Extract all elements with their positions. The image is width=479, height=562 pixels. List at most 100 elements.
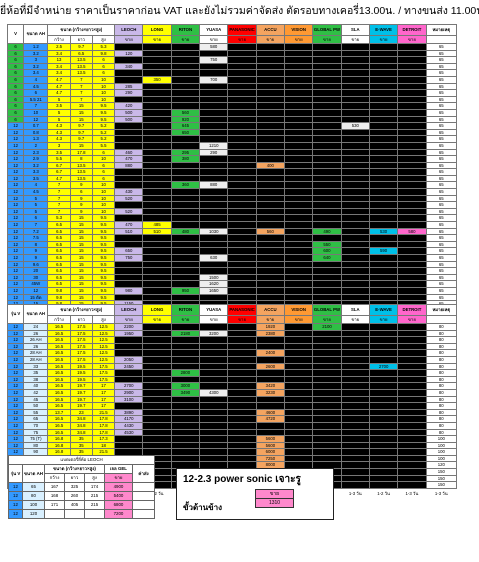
cell: [114, 441, 144, 450]
cell: 1.2: [23, 43, 49, 51]
cell: [340, 227, 370, 236]
cell: [227, 122, 257, 130]
cell: 65: [425, 221, 458, 229]
cell: [199, 349, 229, 357]
brand-header: DETROIT: [397, 304, 427, 316]
cell: [312, 181, 342, 190]
cell: 3.2: [23, 49, 49, 58]
cell: 430: [114, 188, 144, 196]
cell: 9: [23, 254, 49, 262]
cell: 12: [6, 122, 25, 130]
cell: 16.5: [47, 421, 71, 430]
cell: [312, 148, 342, 157]
cell: [397, 461, 427, 470]
extra-subheader-row: กว้าง ยาว สูง ขาย: [9, 473, 155, 483]
cell: [142, 181, 172, 190]
cell: [227, 454, 257, 463]
delivery-time: 1-2 วัน: [142, 488, 172, 498]
cell: [114, 375, 144, 384]
cell: 16.5: [47, 323, 71, 331]
cell: [340, 194, 370, 203]
cell: 2700: [368, 362, 399, 371]
cell: [142, 135, 172, 143]
cell: [170, 188, 201, 196]
cell: [368, 461, 399, 470]
cell: [227, 395, 257, 404]
cell: [199, 421, 229, 430]
table-row: 12 70 16.5 34.8 17.8 4430 80: [6, 421, 458, 430]
cell: 9.5: [91, 227, 116, 236]
cell: [312, 194, 342, 203]
cell: 12.5: [91, 336, 116, 344]
table-row: 12 28 AH 16.5 17.5 12.5 2400 80: [6, 349, 458, 357]
cell: [397, 161, 427, 170]
header-row: รุ่น V ขนาด AH ขนาด (กว้าง×ยาว×สูง) LEOCH LO…: [6, 304, 458, 324]
cell: [255, 221, 286, 229]
cell: 7: [69, 95, 93, 104]
table-row: 12 20 6.5 15 9.5 65: [6, 267, 458, 275]
cell: 12: [6, 174, 25, 183]
cell: [199, 135, 229, 143]
cell: [397, 448, 427, 456]
cell: [227, 240, 257, 249]
cell: 645: [170, 122, 201, 130]
cell: 3: [47, 141, 71, 150]
table-row: 6 6 4.7 7 10 290 65: [6, 89, 458, 97]
cell: 10: [91, 194, 116, 203]
cell: [312, 201, 342, 209]
sub-dim-label: กว้าง: [47, 315, 71, 324]
cell: 7.2: [23, 227, 49, 236]
cell: [397, 293, 427, 302]
cell: [255, 267, 286, 275]
unit-label: ขาย: [284, 35, 314, 44]
cell: [397, 428, 427, 437]
cell: [340, 448, 370, 456]
cell: [227, 227, 257, 236]
table-row: 12 24 16.5 17.5 12.5 2200 1920 2100 80: [6, 323, 458, 331]
cell: 12: [6, 201, 25, 209]
cell: 65: [425, 155, 458, 163]
cell: 12: [23, 286, 49, 295]
cell: 10: [91, 75, 116, 84]
cell: 65: [425, 168, 458, 176]
cell: 80: [425, 421, 458, 430]
cell: 360: [170, 181, 201, 190]
cell: [255, 194, 286, 203]
cell: 470: [114, 155, 144, 163]
cell: 12: [6, 168, 25, 176]
cell: 7: [47, 207, 71, 216]
power-sonic-price: 1310: [255, 498, 294, 508]
brand-header: VISION: [284, 304, 314, 316]
cell: [397, 388, 427, 397]
cell: 15 ตัด: [23, 293, 49, 302]
brand-header: VISION: [284, 24, 314, 36]
cell: [284, 128, 314, 137]
cell: 5.5: [47, 155, 71, 163]
cell: 65: [425, 227, 458, 236]
cell: [340, 247, 370, 255]
cell: [284, 168, 314, 176]
cell: 15: [69, 254, 93, 262]
cell: 80: [425, 395, 458, 404]
cell: 3230: [255, 388, 286, 397]
brand-header: RITON: [170, 24, 201, 36]
cell: [170, 454, 201, 463]
cell: 750: [114, 254, 144, 262]
cell: 65: [425, 247, 458, 255]
cell: [227, 421, 257, 430]
cell: [227, 435, 257, 443]
cell: 9.5: [91, 234, 116, 242]
sub-dim-label: กว้าง: [47, 35, 71, 44]
cell: [397, 69, 427, 77]
cell: 80: [425, 336, 458, 344]
cell: [312, 336, 342, 344]
extra-head: ค่าส่ง: [131, 464, 156, 483]
cell: [397, 280, 427, 288]
cell: [312, 214, 342, 223]
cell: [142, 240, 172, 249]
cell: 13.5: [69, 56, 93, 64]
delivery-time: 1-3 วัน: [341, 488, 370, 498]
cell: [255, 69, 286, 77]
cell: [368, 102, 399, 110]
power-sonic-note: ขั้วด้านข้าง: [183, 503, 222, 512]
